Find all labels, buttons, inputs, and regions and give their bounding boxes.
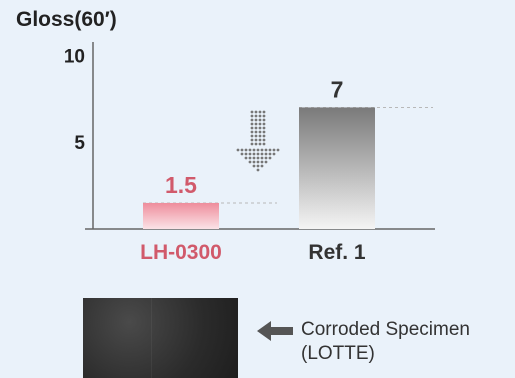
arrow-dot <box>256 168 260 172</box>
arrow-dot <box>256 152 260 156</box>
specimen-caption-line1: Corroded Specimen <box>301 319 470 340</box>
arrow-dot <box>258 114 262 118</box>
bar-ref-1 <box>299 107 375 229</box>
arrow-dot <box>248 152 252 156</box>
arrow-dot <box>258 142 262 146</box>
arrow-dot <box>260 156 264 160</box>
arrow-dot <box>262 122 266 126</box>
arrow-dot <box>244 148 248 152</box>
category-label-0: LH-0300 <box>140 241 222 264</box>
arrow-dot <box>258 138 262 142</box>
arrow-dot <box>256 164 260 168</box>
arrow-dot <box>258 134 262 138</box>
arrow-dot <box>252 160 256 164</box>
y-tick-label-5: 5 <box>74 133 85 154</box>
arrow-dot <box>244 156 248 160</box>
arrow-dot <box>260 164 264 168</box>
arrow-dot <box>258 122 262 126</box>
arrow-dot <box>258 126 262 130</box>
arrow-dot <box>256 156 260 160</box>
arrow-dot <box>258 110 262 114</box>
arrow-dot <box>262 138 266 142</box>
arrow-dot <box>262 134 266 138</box>
arrow-dot <box>254 130 258 134</box>
arrow-dot <box>254 110 258 114</box>
arrow-dot <box>256 160 260 164</box>
y-tick-label-10: 10 <box>64 46 85 67</box>
arrow-dot <box>254 122 258 126</box>
bar-chart: 10 5 1.5 LH-0300 7 Ref. 1 <box>64 42 435 264</box>
arrow-dot <box>254 114 258 118</box>
arrow-dot <box>248 148 252 152</box>
specimen-caption: Corroded Specimen (LOTTE) <box>301 318 470 366</box>
arrow-dot <box>260 148 264 152</box>
arrow-dot <box>272 148 276 152</box>
arrow-dot <box>250 138 254 142</box>
arrow-dot <box>256 148 260 152</box>
arrow-dot <box>262 142 266 146</box>
left-arrow-icon <box>257 321 293 341</box>
arrow-dot <box>250 134 254 138</box>
arrow-dot <box>260 152 264 156</box>
arrow-dot <box>252 156 256 160</box>
chart-title: Gloss(60′) <box>16 8 117 31</box>
arrow-dot <box>250 118 254 122</box>
arrow-dot <box>248 156 252 160</box>
arrow-dot <box>254 126 258 130</box>
arrow-dot <box>250 130 254 134</box>
specimen-caption-line2: (LOTTE) <box>301 343 375 364</box>
arrow-dot <box>268 148 272 152</box>
arrow-dot <box>276 148 280 152</box>
arrow-dot <box>250 122 254 126</box>
arrow-dot <box>260 160 264 164</box>
arrow-dot <box>240 152 244 156</box>
arrow-dot <box>262 130 266 134</box>
arrow-dot <box>258 130 262 134</box>
arrow-dot <box>250 114 254 118</box>
bar-lh-0300 <box>143 202 219 229</box>
arrow-dot <box>250 126 254 130</box>
arrow-dot <box>252 164 256 168</box>
arrow-dot <box>254 142 258 146</box>
arrow-dot <box>254 134 258 138</box>
arrow-dot <box>272 152 276 156</box>
arrow-dot <box>264 148 268 152</box>
arrow-dot <box>268 152 272 156</box>
arrow-dot <box>268 156 272 160</box>
data-label-0: 1.5 <box>165 172 197 198</box>
data-label-1: 7 <box>331 76 344 102</box>
arrow-dot <box>264 152 268 156</box>
arrow-dot <box>248 160 252 164</box>
arrow-dot <box>254 138 258 142</box>
arrow-dot <box>252 148 256 152</box>
arrow-dot <box>240 148 244 152</box>
arrow-dot <box>250 110 254 114</box>
arrow-dot <box>236 148 240 152</box>
arrow-dot <box>262 114 266 118</box>
down-arrow-icon <box>236 110 280 172</box>
arrow-dot <box>254 118 258 122</box>
arrow-dot <box>250 142 254 146</box>
arrow-dot <box>264 160 268 164</box>
arrow-dot <box>244 152 248 156</box>
arrow-dot <box>262 110 266 114</box>
arrow-dot <box>262 118 266 122</box>
arrow-dot <box>252 152 256 156</box>
arrow-dot <box>258 118 262 122</box>
arrow-dot <box>264 156 268 160</box>
arrow-dot <box>262 126 266 130</box>
corroded-specimen-image <box>83 298 238 378</box>
category-label-1: Ref. 1 <box>308 241 366 264</box>
